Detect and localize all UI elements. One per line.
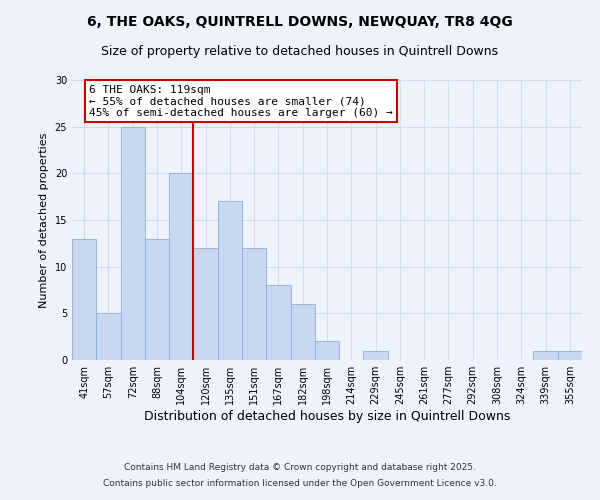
- X-axis label: Distribution of detached houses by size in Quintrell Downs: Distribution of detached houses by size …: [144, 410, 510, 423]
- Bar: [364, 350, 388, 360]
- Bar: [290, 304, 315, 360]
- Bar: [193, 248, 218, 360]
- Bar: [266, 286, 290, 360]
- Text: 6 THE OAKS: 119sqm
← 55% of detached houses are smaller (74)
45% of semi-detache: 6 THE OAKS: 119sqm ← 55% of detached hou…: [89, 84, 393, 118]
- Bar: [72, 238, 96, 360]
- Text: Contains public sector information licensed under the Open Government Licence v3: Contains public sector information licen…: [103, 478, 497, 488]
- Bar: [533, 350, 558, 360]
- Bar: [169, 174, 193, 360]
- Text: Size of property relative to detached houses in Quintrell Downs: Size of property relative to detached ho…: [101, 45, 499, 58]
- Y-axis label: Number of detached properties: Number of detached properties: [39, 132, 49, 308]
- Bar: [218, 202, 242, 360]
- Text: Contains HM Land Registry data © Crown copyright and database right 2025.: Contains HM Land Registry data © Crown c…: [124, 464, 476, 472]
- Text: 6, THE OAKS, QUINTRELL DOWNS, NEWQUAY, TR8 4QG: 6, THE OAKS, QUINTRELL DOWNS, NEWQUAY, T…: [87, 15, 513, 29]
- Bar: [121, 126, 145, 360]
- Bar: [242, 248, 266, 360]
- Bar: [315, 342, 339, 360]
- Bar: [96, 314, 121, 360]
- Bar: [145, 238, 169, 360]
- Bar: [558, 350, 582, 360]
